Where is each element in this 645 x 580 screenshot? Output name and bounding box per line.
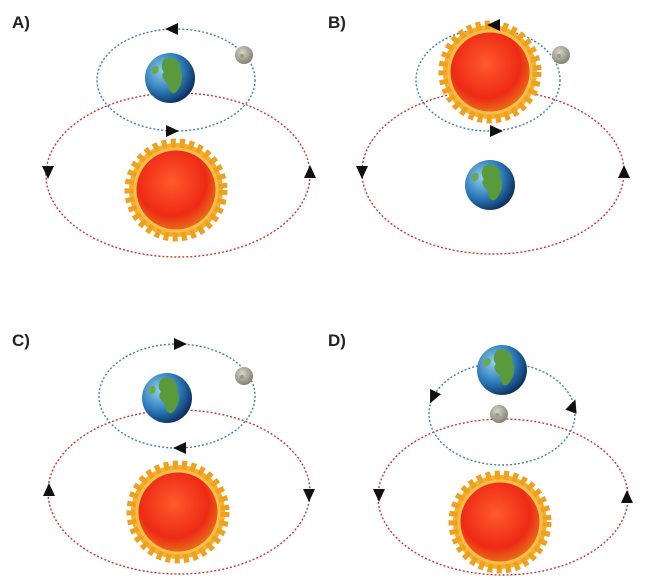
panel-label: D): [328, 331, 346, 350]
panel-c: C): [12, 331, 315, 575]
earth: [465, 160, 515, 210]
earth: [477, 345, 527, 395]
moon: [490, 405, 508, 423]
arrow: [165, 23, 178, 35]
sun: [453, 475, 547, 569]
panel-b: B): [328, 13, 630, 255]
arrow: [424, 389, 441, 406]
arrow: [565, 397, 582, 414]
moon: [235, 46, 253, 64]
arrow: [621, 490, 633, 503]
moon-orbit: [415, 28, 561, 132]
arrow: [42, 166, 54, 179]
arrow: [173, 442, 186, 454]
arrow: [43, 483, 55, 496]
arrow: [373, 489, 385, 502]
panel-label: A): [12, 13, 30, 32]
panel-label: C): [12, 331, 30, 350]
arrow: [356, 166, 368, 179]
sun: [443, 25, 537, 119]
arrow: [618, 165, 630, 178]
arrow: [304, 165, 316, 178]
panel-d: D): [328, 331, 633, 576]
arrow: [174, 338, 187, 350]
arrow: [166, 125, 179, 137]
arrow: [303, 489, 315, 502]
sun: [131, 465, 225, 559]
panel-a: A): [12, 13, 316, 258]
earth: [142, 373, 192, 423]
moon: [552, 46, 570, 64]
earth: [145, 53, 195, 103]
sun: [129, 143, 223, 237]
panel-label: B): [328, 13, 346, 32]
arrow: [490, 125, 503, 137]
moon: [235, 367, 253, 385]
